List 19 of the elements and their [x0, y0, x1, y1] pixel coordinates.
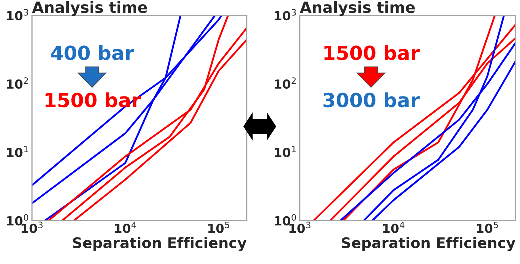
y-tick-label: 10$^{2}$: [275, 78, 296, 90]
y-tick-label: 10$^{3}$: [7, 9, 28, 21]
chart-title: Analysis time: [300, 1, 416, 16]
annotation: 3000 bar: [324, 92, 420, 108]
annotation: 1500 bar: [324, 45, 420, 60]
y-tick-label: 10$^{3}$: [275, 9, 296, 21]
x-tick-label: 10$^{4}$: [115, 222, 136, 234]
x-tick-label: 10$^{5}$: [477, 222, 498, 234]
y-tick-label: 10$^{2}$: [7, 78, 28, 90]
chart-title: Analysis time: [32, 1, 148, 16]
x-tick-label: 10$^{4}$: [383, 222, 405, 234]
x-axis-title: Separation Efficiency: [73, 237, 247, 252]
x-axis-title: Separation Efficiency: [342, 237, 516, 252]
y-tick-label: 10$^{1}$: [7, 146, 28, 158]
x-tick-label: 10$^{3}$: [22, 222, 43, 234]
y-tick-label: 10$^{1}$: [275, 146, 296, 158]
x-tick-label: 10$^{5}$: [208, 222, 230, 234]
annotation: 400 bar: [51, 45, 134, 60]
x-tick-label: 10$^{3}$: [290, 222, 311, 234]
